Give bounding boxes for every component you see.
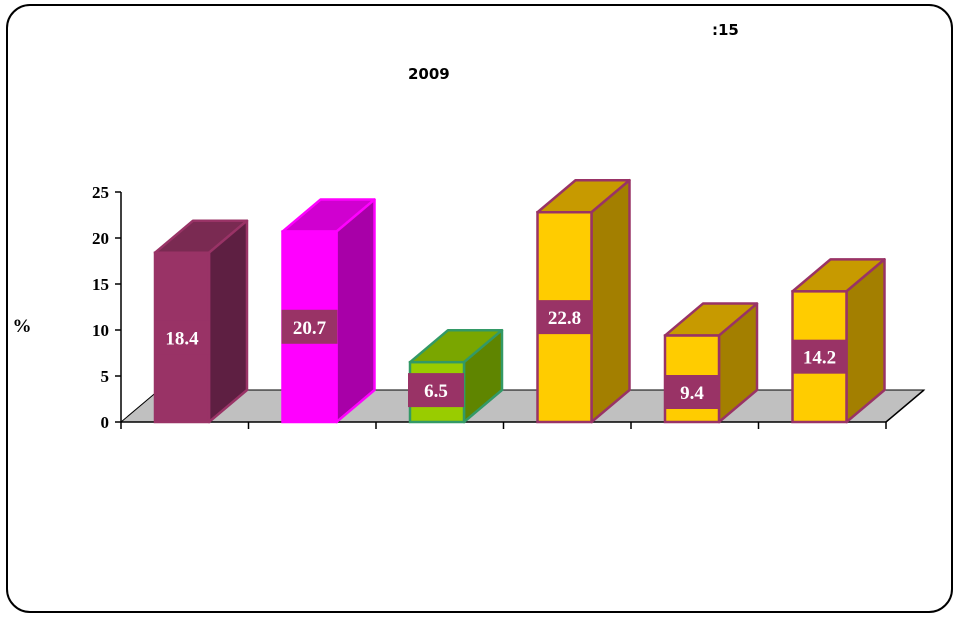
value-label-box <box>536 300 593 335</box>
bar-1: 18.4 <box>153 219 249 424</box>
value-label: 20.7 <box>293 318 327 339</box>
value-label: 18.4 <box>165 328 199 349</box>
y-tick-label: 0 <box>101 413 110 432</box>
figure-number: :15 <box>712 21 739 39</box>
value-label-box <box>408 373 464 408</box>
chart-year: 2009 <box>408 65 450 83</box>
bar-5: 9.4 <box>663 302 759 424</box>
value-label-box <box>664 375 720 409</box>
value-label-box <box>154 320 210 355</box>
bar-6: 14.2 <box>791 258 886 424</box>
y-tick-label: 5 <box>101 367 110 386</box>
y-tick-label: 20 <box>92 229 109 248</box>
value-label: 14.2 <box>803 348 836 369</box>
value-label-box <box>281 309 338 344</box>
bar-side-face <box>207 219 249 424</box>
bar-4: 22.8 <box>536 178 631 424</box>
bar-side-face <box>335 198 376 424</box>
value-label: 22.8 <box>548 308 581 329</box>
bar-2: 20.7 <box>281 198 376 424</box>
y-tick-label: 15 <box>92 275 109 294</box>
value-label: 6.5 <box>424 381 448 402</box>
value-label-box <box>791 339 848 374</box>
x-axis-depth-line <box>885 389 925 423</box>
bar-side-face <box>590 178 631 424</box>
y-axis-label: % <box>13 316 32 337</box>
y-tick-label: 10 <box>92 321 109 340</box>
y-tick-label: 25 <box>92 183 109 202</box>
value-label: 9.4 <box>680 383 704 404</box>
bar-3: 6.5 <box>408 328 504 424</box>
